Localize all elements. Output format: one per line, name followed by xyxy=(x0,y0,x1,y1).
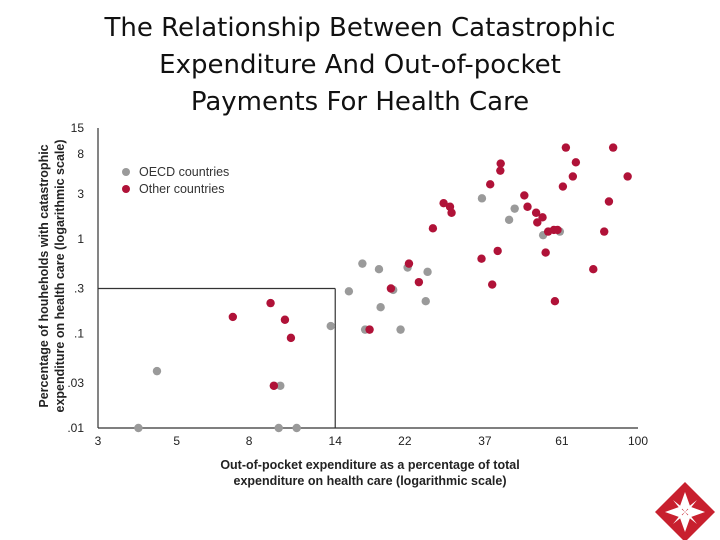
y-tick-label: .01 xyxy=(67,421,84,435)
other-country-point xyxy=(623,172,632,181)
other-country-point xyxy=(496,166,505,175)
x-tick-label: 3 xyxy=(95,434,102,448)
other-country-point xyxy=(604,197,614,206)
oecd-country-point xyxy=(376,303,385,312)
other-country-point xyxy=(286,333,296,343)
other-country-point xyxy=(541,248,550,257)
legend-marker-other xyxy=(122,185,130,193)
other-country-point xyxy=(493,246,502,256)
other-country-point xyxy=(538,213,547,222)
slide-title: The Relationship Between Catastrophic Ex… xyxy=(60,10,660,121)
other-country-point xyxy=(365,325,374,334)
oecd-country-point xyxy=(477,194,487,203)
y-tick-label: .1 xyxy=(74,327,84,341)
oecd-country-point xyxy=(292,423,301,433)
x-tick-label: 22 xyxy=(398,434,412,448)
x-tick-label: 37 xyxy=(478,434,492,448)
x-axis-title-line-2: expenditure on health care (logarithmic … xyxy=(234,474,507,488)
y-tick-label: 1 xyxy=(77,232,84,246)
other-country-point xyxy=(523,202,532,211)
other-country-point xyxy=(589,264,598,274)
title-line-3: Payments For Health Care xyxy=(190,87,530,117)
other-country-point xyxy=(386,284,396,293)
other-country-point xyxy=(228,312,238,322)
other-country-point xyxy=(280,315,290,324)
oecd-country-point xyxy=(423,267,432,277)
other-country-point xyxy=(571,158,581,167)
other-country-point xyxy=(520,191,529,200)
oecd-country-point xyxy=(344,287,354,296)
y-tick-label: .03 xyxy=(67,376,84,390)
other-country-point xyxy=(404,259,414,268)
other-country-point xyxy=(428,224,438,233)
x-tick-label: 100 xyxy=(628,434,648,448)
other-country-point xyxy=(531,208,541,217)
x-tick-label: 5 xyxy=(173,434,180,448)
other-country-point xyxy=(600,227,609,236)
y-tick-label: 8 xyxy=(77,147,84,161)
other-country-point xyxy=(488,280,497,289)
other-country-point xyxy=(561,143,571,152)
y-tick-label: 3 xyxy=(77,187,84,201)
oecd-country-point xyxy=(134,423,143,433)
other-country-point xyxy=(447,208,456,217)
y-axis-ticks: .01 .03 .1 .3 1 3 8 15 xyxy=(67,121,84,435)
other-country-point xyxy=(553,225,562,235)
other-country-point xyxy=(550,297,560,306)
oecd-country-point xyxy=(358,259,367,268)
legend-marker-oecd xyxy=(122,168,130,176)
oecd-country-point xyxy=(274,423,283,433)
y-axis-title-line-2: expenditure on health care (logarithmic … xyxy=(53,140,67,413)
other-country-point xyxy=(414,277,424,287)
other-country-point xyxy=(608,143,618,152)
legend-label-other: Other countries xyxy=(139,182,224,196)
chart-axes xyxy=(97,128,638,429)
reference-box xyxy=(98,287,336,428)
other-country-point xyxy=(486,180,495,189)
x-tick-label: 8 xyxy=(246,434,253,448)
oecd-country-point xyxy=(374,264,384,274)
oecd-country-point xyxy=(152,366,162,376)
x-tick-label: 61 xyxy=(555,434,569,448)
other-country-point xyxy=(568,172,578,181)
legend: OECD countries Other countries xyxy=(122,165,229,196)
oecd-country-point xyxy=(326,321,335,331)
oecd-country-point xyxy=(421,297,430,306)
title-line-2: Expenditure And Out-of-pocket xyxy=(159,50,561,80)
y-axis-title: Percentage of houheholds with catastroph… xyxy=(37,140,67,413)
other-country-point xyxy=(477,254,486,263)
x-axis-title-line-1: Out-of-pocket expenditure as a percentag… xyxy=(220,458,519,472)
x-tick-label: 14 xyxy=(329,434,343,448)
oecd-country-point xyxy=(276,381,285,390)
other-country-point xyxy=(496,159,505,168)
y-tick-label: 15 xyxy=(71,121,85,135)
y-tick-label: .3 xyxy=(74,281,84,295)
other-country-point xyxy=(266,298,275,308)
oecd-country-point xyxy=(510,204,519,213)
x-axis-ticks: 3 5 8 14 22 37 61 100 xyxy=(95,434,649,448)
legend-label-oecd: OECD countries xyxy=(139,165,229,179)
other-country-point xyxy=(558,182,568,191)
other-country-point xyxy=(269,381,279,390)
y-axis-title-line-1: Percentage of houheholds with catastroph… xyxy=(37,144,51,407)
other-country-point xyxy=(533,218,542,227)
data-points xyxy=(134,143,632,433)
title-line-1: The Relationship Between Catastrophic xyxy=(104,13,616,43)
other-country-point xyxy=(439,198,448,208)
oecd-country-point xyxy=(504,215,514,225)
oecd-country-point xyxy=(396,325,405,334)
